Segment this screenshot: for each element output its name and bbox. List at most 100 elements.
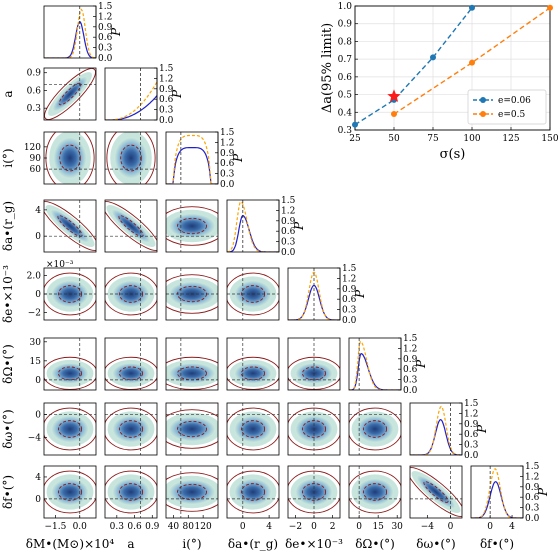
posterior-fill bbox=[416, 475, 456, 509]
inset-y-tick-label: 0.5 bbox=[338, 91, 353, 101]
posterior-contour-outer bbox=[349, 470, 401, 514]
y-tick-label: 2.0 bbox=[27, 271, 42, 281]
panel-i-a bbox=[104, 131, 158, 185]
x-axis-label: i(°) bbox=[182, 537, 201, 551]
posterior-fill bbox=[112, 415, 150, 443]
panel-dO-dM: 0 15 30 δΩ•(°) bbox=[1, 337, 97, 391]
panel-da-da: 0.00.30.60.91.21.5 P bbox=[226, 196, 306, 258]
posterior-contour-inner bbox=[177, 420, 207, 438]
posterior-contour-inner bbox=[301, 366, 327, 381]
y-axis-label: δa•(r_g) bbox=[1, 201, 15, 251]
panel-de-da bbox=[226, 267, 280, 321]
y-tick-label: 4 bbox=[35, 473, 41, 483]
x-tick-label: −4 bbox=[421, 522, 435, 532]
panel-frame bbox=[226, 199, 280, 253]
panel-dw-da bbox=[226, 402, 280, 456]
panel-de-dM: −2 0 2.0 δe•×10⁻³ ×10⁻³ bbox=[1, 260, 97, 323]
posterior-fill bbox=[356, 478, 394, 506]
inset-y-axis-label: Δa(95% limit) bbox=[320, 23, 335, 113]
y-tick-label: 60 bbox=[30, 165, 42, 175]
inset-y-tick-label: 0.4 bbox=[338, 108, 353, 118]
x-tick-label: 0.6 bbox=[127, 522, 142, 532]
panel-frame bbox=[43, 402, 97, 456]
x-tick-label: 0.0 bbox=[73, 522, 88, 532]
panel-df-dO: 0 15 30 δΩ•(°) bbox=[348, 465, 403, 551]
panel-frame bbox=[43, 199, 97, 253]
p-axis-tick-label: 0.3 bbox=[525, 504, 540, 514]
p-axis-tick-label: 1.5 bbox=[159, 64, 174, 74]
series-point-0 bbox=[469, 4, 475, 11]
x-tick-label: 80 bbox=[183, 522, 195, 532]
x-tick-label: 2 bbox=[330, 522, 336, 532]
posterior-contour-inner bbox=[118, 420, 144, 438]
inset-y-tick-label: 0.7 bbox=[338, 55, 353, 65]
p-axis-tick-label: 0.3 bbox=[464, 441, 479, 451]
posterior-contour-inner bbox=[177, 217, 207, 235]
x-axis-label: δf•(°) bbox=[480, 537, 514, 551]
p-axis-tick-label: 1.5 bbox=[220, 128, 235, 138]
y-tick-label: 4 bbox=[35, 206, 41, 216]
panel-df-df: 0.00.30.60.91.21.5 P 0 4 δf•(°) bbox=[470, 462, 550, 551]
posterior-contour-outer bbox=[410, 467, 462, 517]
marginal-orange-dM bbox=[44, 8, 96, 58]
y-tick-label: 0 bbox=[35, 411, 41, 421]
panel-frame bbox=[226, 267, 280, 321]
posterior-fill bbox=[234, 362, 272, 384]
posterior-contour-outer bbox=[105, 201, 157, 251]
x-tick-label: 120 bbox=[195, 522, 212, 532]
posterior-contour-outer bbox=[44, 407, 96, 451]
y-axis-label: δω•(°) bbox=[1, 409, 15, 448]
p-axis-tick-label: 0.6 bbox=[281, 227, 296, 237]
p-axis-tick-label: 1.2 bbox=[220, 138, 234, 148]
posterior-contour-outer bbox=[105, 356, 157, 390]
p-axis-tick-label: 0.0 bbox=[464, 451, 479, 461]
marginal-orange-de bbox=[288, 271, 340, 320]
series-point-1 bbox=[547, 4, 553, 11]
inset-y-tick-label: 0.6 bbox=[338, 73, 353, 83]
panel-frame bbox=[226, 337, 280, 391]
p-axis-tick-label: 1.2 bbox=[98, 12, 112, 22]
posterior-contour-inner bbox=[118, 483, 144, 501]
series-point-1 bbox=[469, 59, 475, 66]
panel-dw-de bbox=[287, 402, 341, 456]
posterior-contour-inner bbox=[423, 481, 449, 503]
y-tick-label: 0.6 bbox=[27, 86, 42, 96]
x-axis-label: δM•(M⊙)×10⁴ bbox=[26, 537, 115, 551]
legend-box bbox=[467, 89, 547, 125]
p-axis-tick-label: 0.6 bbox=[98, 33, 113, 43]
posterior-contour-inner bbox=[177, 483, 207, 501]
posterior-fill bbox=[52, 76, 88, 112]
series-point-1 bbox=[391, 111, 397, 118]
inset-x-tick-label: 150 bbox=[541, 134, 558, 144]
p-axis-tick-label: 1.5 bbox=[525, 462, 540, 472]
series-point-0 bbox=[430, 54, 436, 61]
inset-frame bbox=[354, 5, 551, 131]
marginal-orange-da bbox=[227, 200, 279, 252]
panel-dO-a bbox=[104, 337, 158, 391]
panel-de-a bbox=[104, 267, 158, 321]
posterior-fill bbox=[51, 362, 89, 384]
panel-df-a: 0.3 0.6 0.9 a bbox=[104, 465, 160, 551]
p-axis-tick-label: 0.0 bbox=[525, 514, 540, 524]
panel-frame bbox=[104, 67, 158, 121]
p-axis-tick-label: 0.9 bbox=[464, 420, 479, 430]
panel-da-a bbox=[104, 199, 158, 253]
corner-plot: 0.00.30.60.91.21.5P0.30.60.9a0.00.30.60.… bbox=[1, 2, 550, 551]
posterior-contour-inner bbox=[118, 366, 144, 381]
panel-frame bbox=[226, 402, 280, 456]
posterior-fill bbox=[112, 362, 150, 384]
posterior-fill bbox=[168, 362, 216, 384]
panel-df-i: 40 80 120 i(°) bbox=[165, 465, 219, 551]
panel-da-i bbox=[165, 199, 219, 253]
p-axis-tick-label: 0.3 bbox=[403, 376, 418, 386]
posterior-fill bbox=[111, 209, 151, 243]
inset-line-chart: 25 50 75 100 125 150 0.3 0.4 0.5 0.6 0.7 0.8 0.9 1.0 σ… bbox=[320, 2, 559, 162]
x-tick-label: 0.9 bbox=[145, 522, 160, 532]
p-axis-tick-label: 1.2 bbox=[464, 409, 478, 419]
panel-da-dM: 0 4 δa•(r_g) bbox=[1, 199, 97, 253]
panel-frame bbox=[104, 337, 158, 391]
posterior-contour-inner bbox=[59, 144, 81, 172]
panel-frame bbox=[43, 5, 97, 59]
posterior-contour-inner bbox=[240, 483, 266, 501]
legend-swatch-point bbox=[480, 111, 486, 117]
